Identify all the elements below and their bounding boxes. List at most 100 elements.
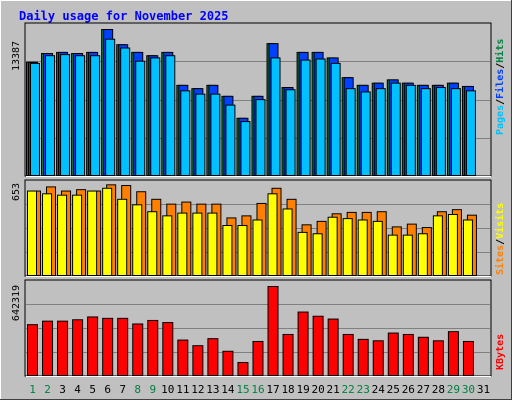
bar-visits — [327, 216, 338, 276]
day-label: 1 — [29, 383, 36, 396]
bar-visits — [357, 219, 368, 276]
bar-visits — [57, 194, 68, 276]
bar-pages — [255, 99, 266, 176]
bar-kbytes — [432, 340, 444, 376]
bar-pages — [360, 91, 371, 176]
day-label: 8 — [134, 383, 141, 396]
bar-visits — [147, 211, 158, 276]
bar-visits — [462, 219, 473, 276]
bar-kbytes — [267, 286, 279, 376]
legend-sep-3: / — [495, 239, 506, 245]
bar-pages — [345, 88, 356, 176]
bar-kbytes — [297, 311, 309, 377]
bar-pages — [330, 62, 341, 176]
bar-visits — [42, 193, 53, 276]
day-label: 5 — [89, 383, 96, 396]
day-label: 21 — [327, 383, 340, 396]
bar-visits — [162, 215, 173, 276]
bar-kbytes — [72, 319, 84, 377]
visits-panel-max-label: 653 — [11, 183, 22, 201]
bar-pages — [390, 82, 401, 176]
bar-kbytes — [102, 317, 114, 376]
day-label: 20 — [312, 383, 325, 396]
bar-pages — [285, 89, 296, 176]
bar-pages — [60, 54, 71, 176]
bar-visits — [177, 212, 188, 277]
bar-visits — [402, 234, 413, 276]
day-label: 11 — [176, 383, 189, 396]
bar-pages — [195, 93, 206, 176]
day-label: 19 — [296, 383, 309, 396]
bar-visits — [87, 190, 98, 276]
day-label: 31 — [477, 383, 490, 396]
bar-pages — [180, 90, 191, 176]
bar-pages — [90, 55, 101, 176]
bar-pages — [300, 59, 311, 177]
bar-kbytes — [207, 338, 219, 377]
legend-sep-1: / — [495, 99, 506, 105]
bar-pages — [240, 121, 251, 176]
bar-visits — [417, 233, 428, 277]
bar-kbytes — [252, 340, 264, 376]
bar-pages — [225, 104, 236, 176]
day-label: 16 — [251, 383, 264, 396]
bar-kbytes — [192, 345, 204, 376]
bar-pages — [75, 55, 86, 176]
bar-kbytes — [42, 320, 54, 376]
bar-kbytes — [327, 318, 339, 376]
bar-pages — [375, 88, 386, 176]
bar-visits — [237, 225, 248, 276]
legend-sites: Sites — [494, 245, 506, 275]
bar-kbytes — [447, 331, 459, 377]
day-label: 27 — [417, 383, 430, 396]
bar-kbytes — [237, 361, 249, 377]
day-label: 6 — [104, 383, 111, 396]
bar-kbytes — [222, 350, 234, 377]
day-label: 28 — [432, 383, 445, 396]
day-label: 3 — [59, 383, 66, 396]
bar-visits — [72, 194, 83, 276]
day-label: 22 — [342, 383, 355, 396]
legend-hits: Hits — [494, 39, 506, 63]
bar-visits — [207, 212, 218, 277]
bar-pages — [150, 57, 161, 177]
bar-kbytes — [27, 324, 38, 377]
hits-panel-legend: Pages/Files/Hits — [494, 39, 506, 135]
bar-pages — [105, 38, 116, 176]
bar-kbytes — [87, 316, 99, 377]
day-label: 4 — [74, 383, 81, 396]
bar-visits — [192, 212, 203, 277]
chart-title: Daily usage for November 2025 — [19, 9, 229, 23]
legend-kbytes: KBytes — [495, 334, 506, 370]
bar-kbytes — [312, 315, 324, 377]
bar-pages — [465, 90, 476, 176]
bar-visits — [297, 231, 308, 276]
day-label: 17 — [266, 383, 279, 396]
bar-kbytes — [357, 338, 369, 377]
bar-pages — [45, 55, 56, 176]
bar-kbytes — [117, 317, 129, 376]
legend-pages: Pages — [495, 105, 506, 135]
bar-kbytes — [282, 333, 294, 376]
bar-visits — [27, 190, 37, 276]
bar-visits — [387, 234, 398, 276]
bar-pages — [420, 88, 431, 176]
bar-visits — [372, 220, 383, 276]
day-label: 2 — [44, 383, 51, 396]
bar-kbytes — [372, 340, 384, 376]
day-label: 10 — [161, 383, 174, 396]
day-label: 15 — [236, 383, 249, 396]
bar-visits — [117, 198, 128, 276]
day-label: 14 — [221, 383, 235, 396]
day-label: 13 — [206, 383, 219, 396]
day-labels: 1 2 3 4 5 6 7 8 9 10 11 12 13 14 15 16 17 18 19 20 21 22 23 24 2… — [29, 383, 490, 396]
bar-visits — [342, 218, 353, 277]
bar-pages — [30, 62, 40, 176]
bar-kbytes — [132, 323, 144, 377]
bar-visits — [132, 204, 143, 276]
bar-kbytes — [57, 320, 69, 376]
bar-kbytes — [177, 339, 189, 376]
bar-kbytes — [462, 340, 474, 376]
bar-kbytes — [402, 333, 414, 376]
bar-pages — [120, 47, 131, 176]
